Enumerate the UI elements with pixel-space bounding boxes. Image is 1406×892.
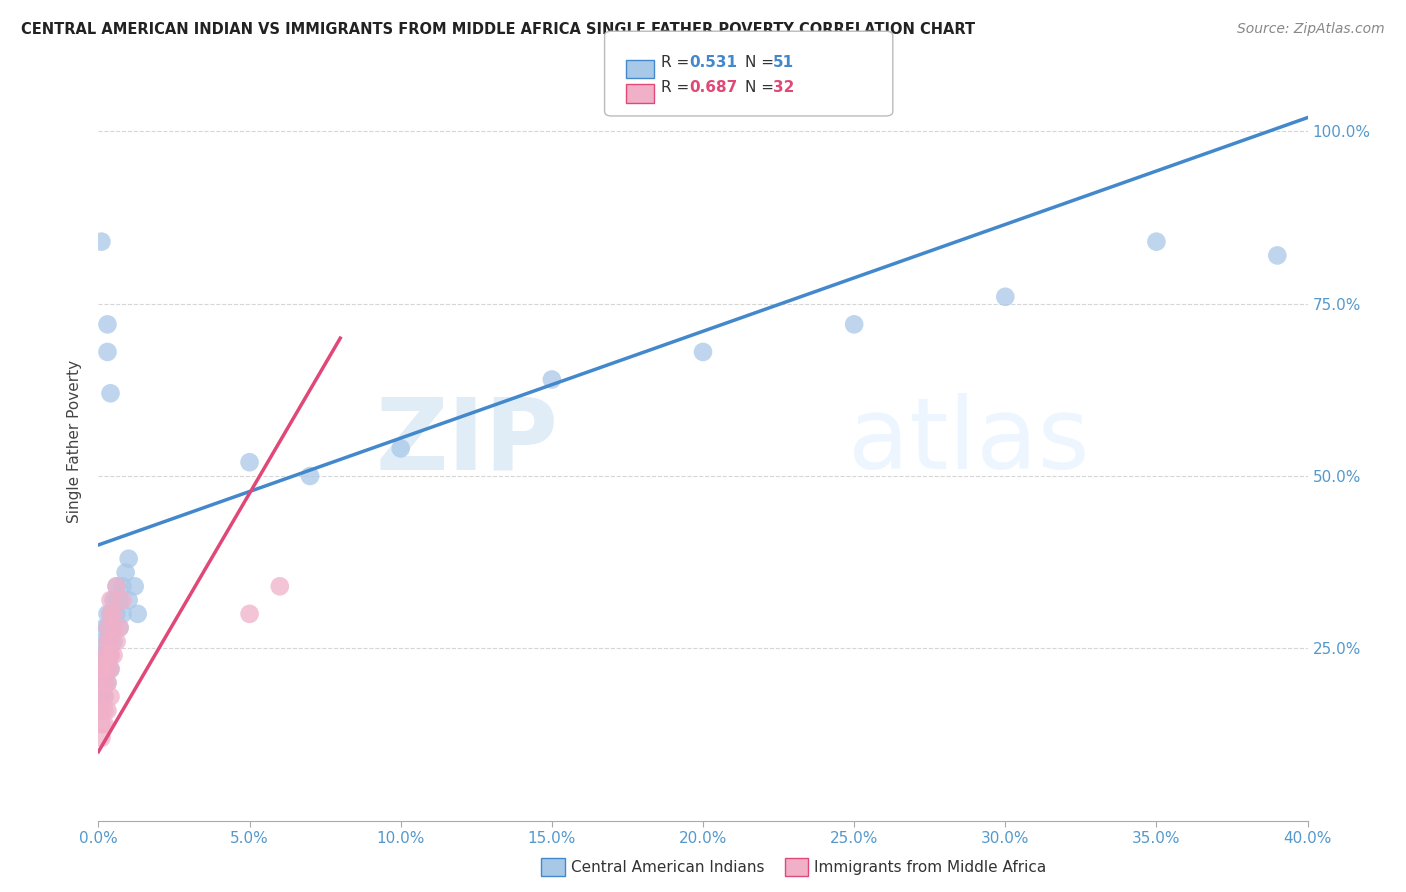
Point xyxy=(93,675,115,690)
Point xyxy=(96,662,118,676)
Point xyxy=(100,662,122,676)
Point xyxy=(105,593,128,607)
Point xyxy=(103,621,125,635)
Point xyxy=(111,593,134,607)
Point xyxy=(103,593,125,607)
Point xyxy=(103,607,125,621)
Point xyxy=(108,593,131,607)
Point xyxy=(118,551,141,566)
Point xyxy=(96,662,118,676)
Point xyxy=(389,442,412,456)
Point xyxy=(90,690,112,704)
Text: R =: R = xyxy=(661,80,695,95)
Text: 51: 51 xyxy=(773,55,794,70)
Point xyxy=(103,648,125,663)
Point xyxy=(93,634,115,648)
Text: 0.687: 0.687 xyxy=(689,80,737,95)
Point xyxy=(93,648,115,663)
Point xyxy=(124,579,146,593)
Point xyxy=(118,593,141,607)
Point xyxy=(100,607,122,621)
Point xyxy=(105,579,128,593)
Point xyxy=(96,703,118,717)
Point xyxy=(96,675,118,690)
Text: ZIP: ZIP xyxy=(375,393,558,490)
Point xyxy=(96,345,118,359)
Text: N =: N = xyxy=(745,55,779,70)
Point xyxy=(96,648,118,663)
Point xyxy=(540,372,562,386)
Point xyxy=(269,579,291,593)
Point xyxy=(114,566,136,580)
Point xyxy=(90,731,112,745)
Point xyxy=(90,703,112,717)
Point xyxy=(100,607,122,621)
Point xyxy=(103,607,125,621)
Point xyxy=(105,579,128,593)
Point xyxy=(93,662,115,676)
Point xyxy=(96,621,118,635)
Point xyxy=(994,290,1017,304)
Point xyxy=(1267,248,1289,262)
Point xyxy=(692,345,714,359)
Point xyxy=(90,662,112,676)
Text: 0.531: 0.531 xyxy=(689,55,737,70)
Point xyxy=(93,690,115,704)
Point xyxy=(105,607,128,621)
Point xyxy=(100,634,122,648)
Point xyxy=(96,648,118,663)
Point xyxy=(93,648,115,663)
Point xyxy=(108,621,131,635)
Point xyxy=(100,634,122,648)
Point xyxy=(1144,235,1167,249)
Point xyxy=(100,648,122,663)
Point xyxy=(127,607,149,621)
Point xyxy=(100,690,122,704)
Point xyxy=(90,662,112,676)
Point xyxy=(90,675,112,690)
Point xyxy=(90,690,112,704)
Text: Central American Indians: Central American Indians xyxy=(571,860,765,874)
Point xyxy=(90,648,112,663)
Point xyxy=(96,607,118,621)
Point xyxy=(100,662,122,676)
Point xyxy=(105,634,128,648)
Point xyxy=(96,634,118,648)
Text: 32: 32 xyxy=(773,80,794,95)
Point xyxy=(90,717,112,731)
Point xyxy=(103,621,125,635)
Text: Immigrants from Middle Africa: Immigrants from Middle Africa xyxy=(814,860,1046,874)
Point xyxy=(93,690,115,704)
Text: Source: ZipAtlas.com: Source: ZipAtlas.com xyxy=(1237,22,1385,37)
Text: atlas: atlas xyxy=(848,393,1090,490)
Point xyxy=(108,621,131,635)
Point xyxy=(90,235,112,249)
Point xyxy=(90,675,112,690)
Text: R =: R = xyxy=(661,55,695,70)
Point xyxy=(96,318,118,332)
Y-axis label: Single Father Poverty: Single Father Poverty xyxy=(67,360,83,523)
Point xyxy=(239,607,262,621)
Point xyxy=(111,607,134,621)
Text: CENTRAL AMERICAN INDIAN VS IMMIGRANTS FROM MIDDLE AFRICA SINGLE FATHER POVERTY C: CENTRAL AMERICAN INDIAN VS IMMIGRANTS FR… xyxy=(21,22,976,37)
Point xyxy=(103,634,125,648)
Point xyxy=(93,621,115,635)
Point xyxy=(93,703,115,717)
Point xyxy=(844,318,866,332)
Point xyxy=(100,386,122,401)
Point xyxy=(100,621,122,635)
Point xyxy=(93,675,115,690)
Point xyxy=(96,634,118,648)
Point xyxy=(93,717,115,731)
Point xyxy=(239,455,262,469)
Point xyxy=(96,621,118,635)
Point xyxy=(111,579,134,593)
Point xyxy=(299,469,322,483)
Point xyxy=(93,662,115,676)
Text: N =: N = xyxy=(745,80,779,95)
Point xyxy=(100,648,122,663)
Point xyxy=(100,593,122,607)
Point xyxy=(96,675,118,690)
